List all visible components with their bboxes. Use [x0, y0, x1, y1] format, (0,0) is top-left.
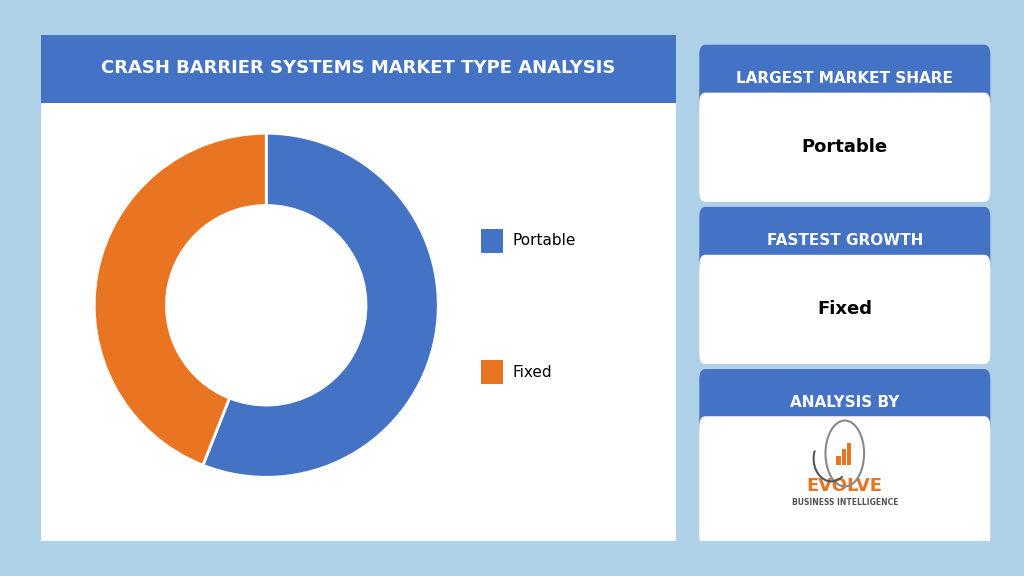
- FancyBboxPatch shape: [699, 93, 990, 202]
- FancyBboxPatch shape: [699, 255, 990, 364]
- Text: Fixed: Fixed: [513, 365, 552, 380]
- Bar: [847, 444, 851, 465]
- Bar: [481, 229, 504, 253]
- Text: EVOLVE: EVOLVE: [807, 478, 883, 495]
- Text: Fixed: Fixed: [817, 301, 872, 319]
- Bar: [481, 360, 504, 384]
- Text: CRASH BARRIER SYSTEMS MARKET TYPE ANALYSIS: CRASH BARRIER SYSTEMS MARKET TYPE ANALYS…: [101, 59, 615, 77]
- Text: Portable: Portable: [802, 138, 888, 156]
- FancyBboxPatch shape: [699, 369, 990, 437]
- Text: 56%: 56%: [240, 295, 293, 315]
- Text: BUSINESS INTELLIGENCE: BUSINESS INTELLIGENCE: [792, 498, 898, 507]
- Wedge shape: [94, 133, 266, 465]
- Text: ANALYSIS BY: ANALYSIS BY: [791, 395, 899, 410]
- Text: LARGEST MARKET SHARE: LARGEST MARKET SHARE: [736, 71, 953, 86]
- Text: FASTEST GROWTH: FASTEST GROWTH: [767, 233, 923, 248]
- Bar: [842, 449, 846, 465]
- FancyBboxPatch shape: [699, 207, 990, 275]
- FancyBboxPatch shape: [38, 32, 679, 103]
- Bar: [837, 456, 841, 465]
- FancyBboxPatch shape: [35, 29, 682, 547]
- Wedge shape: [203, 133, 438, 478]
- FancyBboxPatch shape: [699, 416, 990, 547]
- FancyBboxPatch shape: [699, 45, 990, 113]
- Text: Portable: Portable: [513, 233, 575, 248]
